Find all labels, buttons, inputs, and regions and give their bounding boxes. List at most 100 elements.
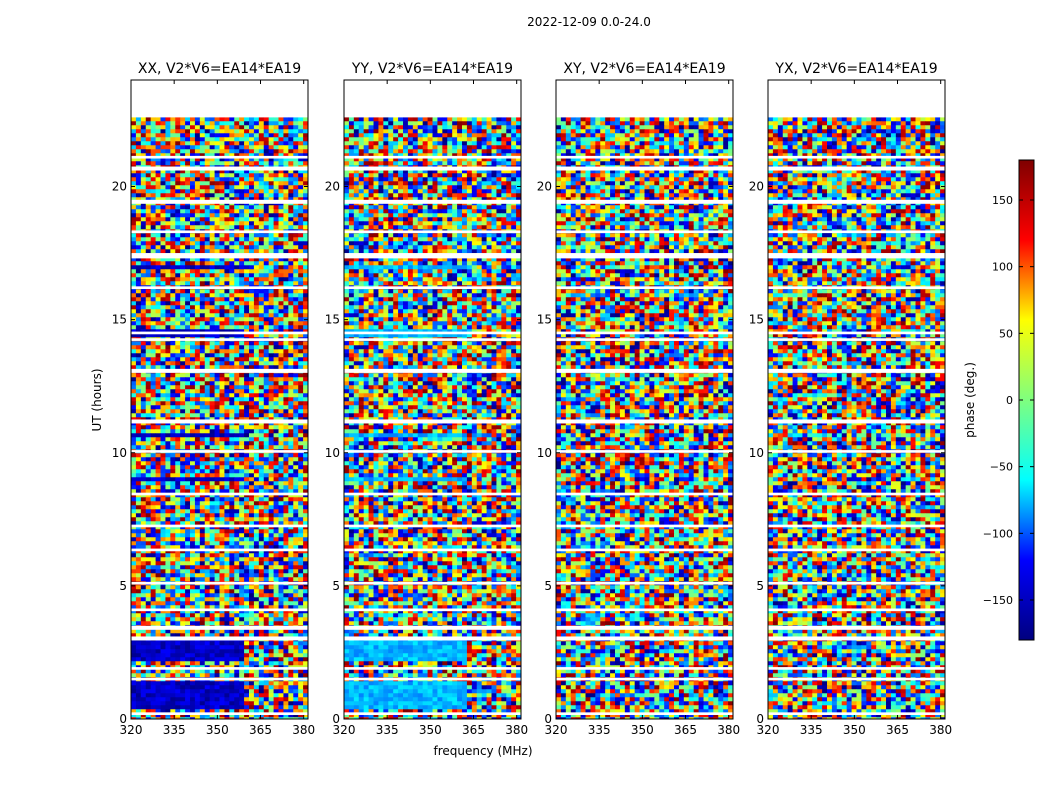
- heatmap-cell: [273, 589, 279, 594]
- heatmap-cell: [155, 577, 161, 582]
- heatmap-cell: [209, 309, 215, 314]
- heatmap-cell: [219, 289, 225, 294]
- heatmap-cell: [165, 505, 171, 510]
- heatmap-cell: [170, 177, 176, 182]
- heatmap-cell: [145, 633, 152, 638]
- heatmap-cell: [190, 153, 196, 158]
- heatmap-cell: [229, 361, 235, 366]
- heatmap-cell: [140, 377, 147, 382]
- heatmap-cell: [229, 645, 235, 650]
- heatmap-cell: [224, 669, 230, 674]
- heatmap-cell: [273, 641, 279, 646]
- heatmap-cell: [298, 633, 304, 638]
- heatmap-cell: [160, 577, 166, 582]
- heatmap-cell: [155, 569, 161, 574]
- heatmap-cell: [249, 521, 255, 526]
- heatmap-cell: [273, 141, 279, 146]
- heatmap-cell: [258, 305, 265, 310]
- heatmap-cell: [175, 489, 181, 494]
- heatmap-cell: [209, 509, 215, 514]
- heatmap-cell: [160, 553, 166, 558]
- heatmap-cell: [160, 657, 166, 662]
- heatmap-cell: [273, 465, 279, 470]
- heatmap-cell: [180, 137, 186, 142]
- heatmap-cell: [214, 273, 220, 278]
- heatmap-cell: [278, 509, 284, 514]
- heatmap-cell: [219, 533, 225, 538]
- heatmap-cell: [263, 125, 270, 130]
- heatmap-cell: [145, 557, 152, 562]
- heatmap-cell: [303, 297, 308, 302]
- heatmap-cell: [293, 489, 299, 494]
- heatmap-cell: [239, 509, 245, 514]
- heatmap-cell: [244, 457, 250, 462]
- heatmap-cell: [268, 353, 274, 358]
- heatmap-cell: [268, 641, 274, 646]
- heatmap-cell: [249, 461, 255, 466]
- heatmap-cell: [273, 433, 279, 438]
- heatmap-cell: [229, 293, 235, 298]
- heatmap-cell: [131, 597, 137, 602]
- heatmap-cell: [244, 641, 250, 646]
- heatmap-cell: [175, 225, 181, 230]
- heatmap-cell: [239, 409, 245, 414]
- heatmap-cell: [170, 249, 176, 254]
- heatmap-cell: [180, 613, 186, 618]
- heatmap-cell: [303, 485, 308, 490]
- heatmap-cell: [283, 273, 289, 278]
- heatmap-cell: [268, 461, 274, 466]
- heatmap-cell: [165, 657, 171, 662]
- heatmap-cell: [219, 505, 225, 510]
- heatmap-cell: [135, 185, 142, 190]
- heatmap-cell: [249, 321, 255, 326]
- heatmap-cell: [209, 473, 215, 478]
- heatmap-cell: [194, 621, 201, 626]
- heatmap-cell: [249, 325, 255, 330]
- heatmap-cell: [293, 313, 299, 318]
- heatmap-cell: [170, 561, 176, 566]
- heatmap-cell: [234, 209, 240, 214]
- heatmap-cell: [214, 141, 220, 146]
- heatmap-cell: [160, 281, 166, 286]
- heatmap-cell: [199, 321, 206, 326]
- heatmap-cell: [253, 601, 260, 606]
- heatmap-cell: [258, 485, 265, 490]
- heatmap-cell: [229, 313, 235, 318]
- heatmap-cell: [165, 301, 171, 306]
- heatmap-cell: [131, 457, 137, 462]
- heatmap-cell: [204, 401, 211, 406]
- heatmap-cell: [204, 329, 211, 334]
- heatmap-cell: [140, 313, 147, 318]
- heatmap-cell: [273, 405, 279, 410]
- heatmap-cell: [180, 545, 186, 550]
- heatmap-cell: [145, 365, 152, 370]
- heatmap-cell: [249, 445, 255, 450]
- heatmap-cell: [293, 301, 299, 306]
- heatmap-cell: [150, 329, 156, 334]
- heatmap-cell: [283, 429, 289, 434]
- heatmap-cell: [303, 341, 308, 346]
- heatmap-cell: [155, 221, 161, 226]
- heatmap-cell: [131, 501, 137, 506]
- heatmap-cell: [170, 237, 176, 242]
- heatmap-cell: [150, 361, 156, 366]
- heatmap-cell: [219, 641, 225, 646]
- heatmap-cell: [298, 601, 304, 606]
- heatmap-cell: [278, 529, 284, 534]
- heatmap-cell: [209, 421, 215, 426]
- heatmap-cell: [253, 205, 260, 210]
- heatmap-cell: [253, 269, 260, 274]
- heatmap-cell: [190, 133, 196, 138]
- heatmap-cell: [160, 377, 166, 382]
- heatmap-cell: [229, 557, 235, 562]
- heatmap-cell: [199, 265, 206, 270]
- heatmap-cell: [199, 493, 206, 498]
- heatmap-cell: [190, 157, 196, 162]
- heatmap-cell: [244, 405, 250, 410]
- heatmap-cell: [298, 501, 304, 506]
- heatmap-cell: [293, 349, 299, 354]
- heatmap-cell: [199, 617, 206, 622]
- heatmap-cell: [135, 233, 142, 238]
- heatmap-cell: [298, 429, 304, 434]
- heatmap-cell: [160, 421, 166, 426]
